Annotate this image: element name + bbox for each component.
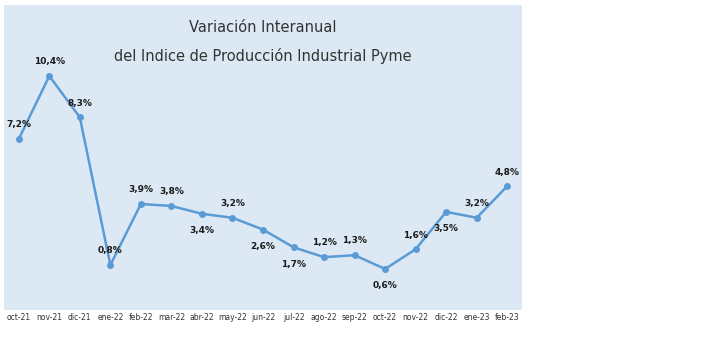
Text: Capacidad Industrial: Capacidad Industrial [563, 290, 671, 300]
Text: 3,4%: 3,4% [189, 226, 215, 235]
Text: 7,2%: 7,2% [6, 120, 31, 129]
Text: Variación intermensual: Variación intermensual [557, 181, 677, 192]
Text: Variación interanual: Variación interanual [565, 68, 669, 77]
Text: 3,5%: 3,5% [433, 224, 459, 233]
Text: 1,2%: 1,2% [311, 238, 337, 248]
Text: 10,4%: 10,4% [34, 57, 65, 66]
Text: 0,6%: 0,6% [373, 281, 397, 291]
Text: +4,8%: +4,8% [587, 34, 647, 53]
Text: del Indice de Producción Industrial Pyme: del Indice de Producción Industrial Pyme [114, 48, 412, 64]
Text: 1,3%: 1,3% [342, 236, 367, 246]
Text: Variación Interanual: Variación Interanual [189, 20, 337, 35]
Text: 71,7%: 71,7% [588, 259, 646, 277]
Text: +1,2%: +1,2% [587, 148, 647, 166]
Text: Utilizada: Utilizada [594, 310, 640, 320]
Text: 3,2%: 3,2% [220, 199, 245, 208]
Text: 3,9%: 3,9% [128, 185, 153, 194]
Text: 4,8%: 4,8% [495, 167, 520, 177]
Text: 8,3%: 8,3% [67, 99, 92, 108]
Text: 2,6%: 2,6% [251, 242, 275, 251]
Text: 1,7%: 1,7% [281, 260, 306, 269]
Text: 3,8%: 3,8% [159, 187, 184, 196]
Text: 0,8%: 0,8% [98, 246, 123, 255]
Text: 3,2%: 3,2% [465, 199, 489, 208]
Text: 1,6%: 1,6% [403, 231, 428, 239]
